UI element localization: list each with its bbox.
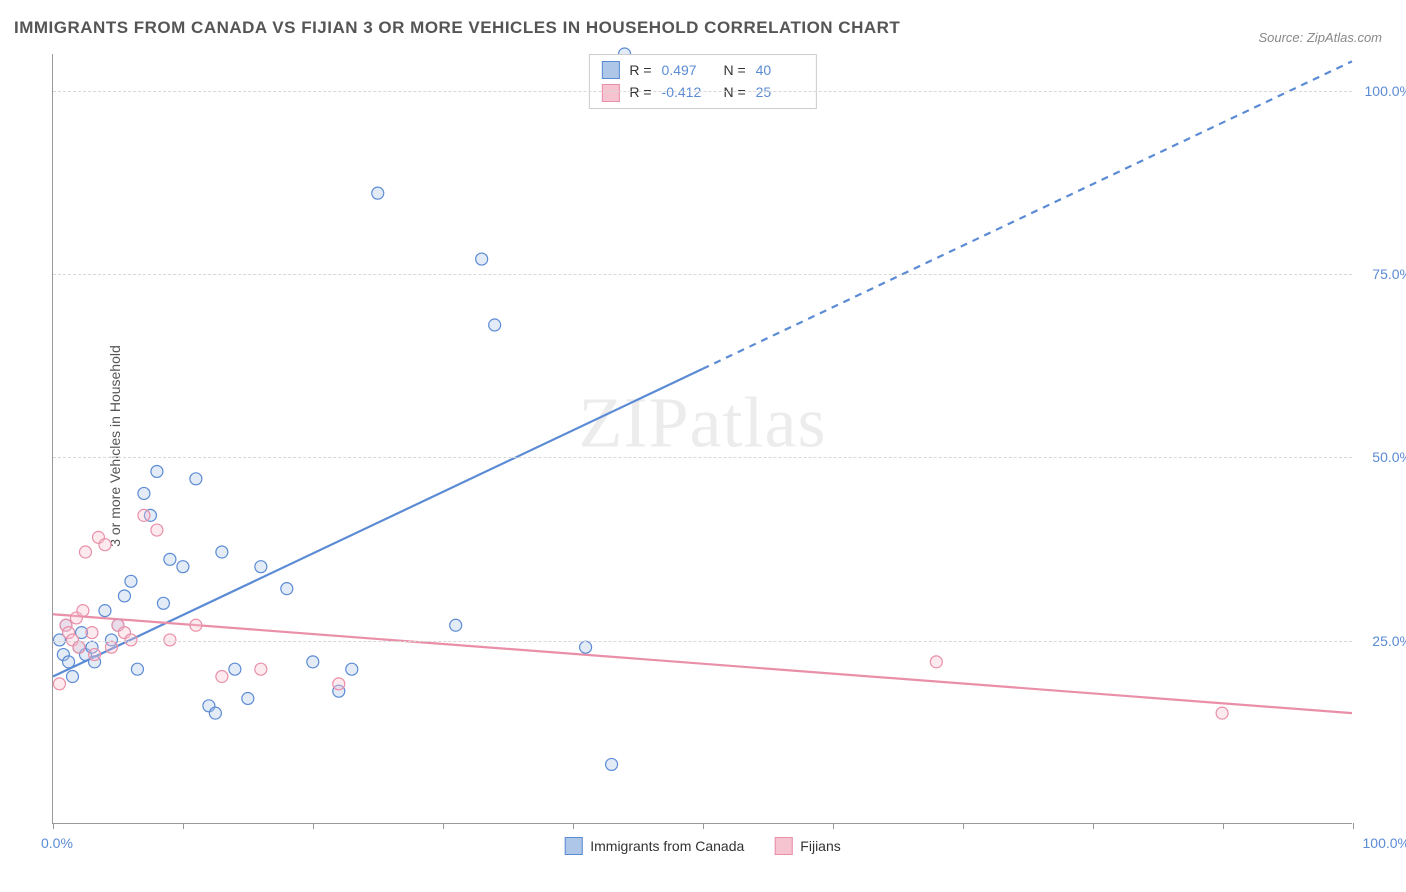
data-point-series-0 bbox=[151, 465, 163, 477]
x-tick bbox=[573, 823, 574, 829]
data-point-series-0 bbox=[118, 590, 130, 602]
n-value-series-0: 40 bbox=[756, 59, 804, 81]
x-axis-min-label: 0.0% bbox=[41, 835, 73, 851]
data-point-series-0 bbox=[190, 473, 202, 485]
data-point-series-1 bbox=[53, 678, 65, 690]
data-point-series-1 bbox=[86, 627, 98, 639]
data-point-series-0 bbox=[216, 546, 228, 558]
data-point-series-0 bbox=[281, 583, 293, 595]
data-point-series-1 bbox=[190, 619, 202, 631]
y-tick-label: 75.0% bbox=[1372, 266, 1406, 282]
data-point-series-0 bbox=[177, 561, 189, 573]
data-point-series-0 bbox=[229, 663, 241, 675]
x-tick bbox=[1223, 823, 1224, 829]
swatch-series-1 bbox=[774, 837, 792, 855]
n-label: N = bbox=[720, 59, 746, 81]
n-value-series-1: 25 bbox=[756, 81, 804, 103]
data-point-series-0 bbox=[450, 619, 462, 631]
gridline-h bbox=[53, 274, 1352, 275]
y-tick-label: 100.0% bbox=[1365, 83, 1406, 99]
stats-row-series-1: R = -0.412 N = 25 bbox=[601, 81, 803, 103]
data-point-series-1 bbox=[255, 663, 267, 675]
data-point-series-1 bbox=[138, 509, 150, 521]
legend-item-series-0: Immigrants from Canada bbox=[564, 837, 744, 855]
data-point-series-0 bbox=[255, 561, 267, 573]
x-axis-max-label: 100.0% bbox=[1363, 835, 1406, 851]
data-point-series-0 bbox=[489, 319, 501, 331]
x-tick bbox=[313, 823, 314, 829]
r-label: R = bbox=[629, 59, 651, 81]
chart-container: IMMIGRANTS FROM CANADA VS FIJIAN 3 OR MO… bbox=[0, 0, 1406, 892]
stats-row-series-0: R = 0.497 N = 40 bbox=[601, 59, 803, 81]
data-point-series-0 bbox=[346, 663, 358, 675]
swatch-series-0 bbox=[601, 61, 619, 79]
data-point-series-1 bbox=[105, 641, 117, 653]
data-point-series-0 bbox=[372, 187, 384, 199]
data-point-series-1 bbox=[79, 546, 91, 558]
source-attribution: Source: ZipAtlas.com bbox=[1258, 30, 1382, 45]
data-point-series-1 bbox=[216, 671, 228, 683]
data-point-series-0 bbox=[209, 707, 221, 719]
data-point-series-1 bbox=[73, 641, 85, 653]
legend-item-series-1: Fijians bbox=[774, 837, 840, 855]
gridline-h bbox=[53, 457, 1352, 458]
r-value-series-0: 0.497 bbox=[662, 59, 710, 81]
data-point-series-0 bbox=[307, 656, 319, 668]
y-tick-label: 50.0% bbox=[1372, 449, 1406, 465]
n-label: N = bbox=[720, 81, 746, 103]
data-point-series-1 bbox=[151, 524, 163, 536]
data-point-series-1 bbox=[77, 605, 89, 617]
x-tick bbox=[443, 823, 444, 829]
data-point-series-0 bbox=[138, 487, 150, 499]
x-tick bbox=[1353, 823, 1354, 829]
gridline-h bbox=[53, 641, 1352, 642]
data-point-series-0 bbox=[164, 553, 176, 565]
data-point-series-1 bbox=[1216, 707, 1228, 719]
data-point-series-0 bbox=[99, 605, 111, 617]
data-point-series-0 bbox=[157, 597, 169, 609]
data-point-series-0 bbox=[125, 575, 137, 587]
plot-svg bbox=[53, 54, 1352, 823]
x-tick bbox=[833, 823, 834, 829]
data-point-series-0 bbox=[242, 693, 254, 705]
data-point-series-1 bbox=[333, 678, 345, 690]
legend-label-series-0: Immigrants from Canada bbox=[590, 838, 744, 854]
data-point-series-0 bbox=[580, 641, 592, 653]
x-tick bbox=[963, 823, 964, 829]
chart-title: IMMIGRANTS FROM CANADA VS FIJIAN 3 OR MO… bbox=[14, 18, 900, 38]
stats-legend: R = 0.497 N = 40 R = -0.412 N = 25 bbox=[588, 54, 816, 109]
swatch-series-1 bbox=[601, 84, 619, 102]
regression-line-series-0 bbox=[53, 369, 703, 677]
data-point-series-1 bbox=[99, 539, 111, 551]
x-tick bbox=[53, 823, 54, 829]
data-point-series-0 bbox=[131, 663, 143, 675]
x-tick bbox=[1093, 823, 1094, 829]
data-point-series-0 bbox=[63, 656, 75, 668]
r-label: R = bbox=[629, 81, 651, 103]
x-tick bbox=[183, 823, 184, 829]
r-value-series-1: -0.412 bbox=[662, 81, 710, 103]
data-point-series-0 bbox=[476, 253, 488, 265]
data-point-series-1 bbox=[89, 649, 101, 661]
plot-area: ZIPatlas R = 0.497 N = 40 R = -0.412 N =… bbox=[52, 54, 1352, 824]
legend-label-series-1: Fijians bbox=[800, 838, 840, 854]
y-tick-label: 25.0% bbox=[1372, 633, 1406, 649]
data-point-series-0 bbox=[66, 671, 78, 683]
series-legend: Immigrants from Canada Fijians bbox=[564, 837, 841, 855]
swatch-series-0 bbox=[564, 837, 582, 855]
data-point-series-0 bbox=[606, 758, 618, 770]
gridline-h bbox=[53, 91, 1352, 92]
x-tick bbox=[703, 823, 704, 829]
data-point-series-1 bbox=[930, 656, 942, 668]
